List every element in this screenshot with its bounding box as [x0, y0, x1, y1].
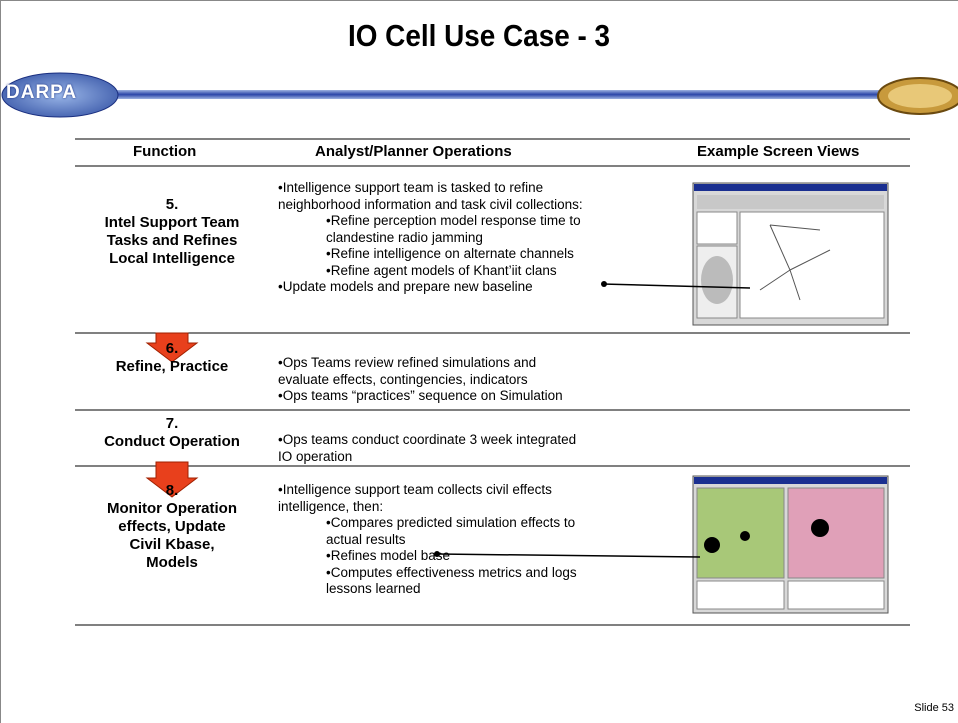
bullet-line: •Refine agent models of Khant’iit clans: [326, 262, 557, 278]
function-cell: 7. Conduct Operation: [72, 415, 272, 451]
bullet: •Refine perception model response time t…: [278, 213, 583, 246]
bullet-line: •Refines model base: [326, 548, 451, 563]
screen-view: [692, 475, 889, 614]
callout-dot: [601, 281, 607, 287]
bullet: •Compares predicted simulation effects t…: [278, 515, 577, 548]
darpa-logo: [1, 72, 119, 118]
bullet: •Ops Teams review refined simulations an…: [278, 355, 563, 388]
bullet-line: •Refine intelligence on alternate channe…: [326, 246, 574, 261]
logo-text: DARPA: [6, 82, 78, 103]
bullet-line: •Update models and prepare new baseline: [278, 279, 533, 294]
function-line: Local Intelligence: [109, 250, 235, 267]
function-line: Conduct Operation: [104, 433, 240, 450]
bullet-line: evaluate effects, contingencies, indicat…: [278, 371, 528, 387]
bullet-line: •Refine perception model response time t…: [326, 213, 581, 228]
column-header: Example Screen Views: [697, 143, 860, 160]
operations-cell: •Ops teams conduct coordinate 3 week int…: [278, 432, 576, 465]
ixo-logo-inner: [888, 84, 952, 108]
function-line: Refine, Practice: [115, 358, 229, 375]
callout: [601, 283, 751, 289]
callout-dot: [434, 551, 440, 557]
bullet: •Intelligence support team is tasked to …: [278, 180, 583, 213]
step-number: 6.: [165, 340, 179, 357]
bullet-line: IO operation: [278, 448, 353, 464]
operations-cell: •Intelligence support team is tasked to …: [278, 180, 583, 296]
bullet-line: •Intelligence support team is tasked to …: [278, 180, 544, 195]
function-line: Tasks and Refines: [106, 232, 238, 249]
bullet-line: •Ops teams conduct coordinate 3 week int…: [278, 432, 577, 447]
function-line: Monitor Operation: [107, 500, 237, 517]
function-line: Intel Support Team: [104, 214, 240, 231]
bullet-line: lessons learned: [326, 581, 421, 596]
function-line: Models: [146, 554, 198, 571]
bullet-line: neighborhood information and task civil …: [278, 196, 583, 212]
operations-cell: •Ops Teams review refined simulations an…: [278, 355, 563, 405]
bullet: •Refine intelligence on alternate channe…: [278, 246, 583, 263]
slide-number: Slide 53: [914, 702, 954, 714]
function-cell: 8. Monitor Operation effects, Update Civil …: [72, 482, 272, 572]
step-number: 5.: [165, 196, 179, 213]
bullet: •Update models and prepare new baseline: [278, 279, 583, 296]
screen-view: [692, 182, 889, 326]
bullet: •Ops teams “practices” sequence on Simul…: [278, 388, 563, 405]
header-bar: [100, 90, 880, 99]
column-header: Analyst/Planner Operations: [315, 143, 512, 160]
function-cell: 5. Intel Support Team Tasks and Refines Loc…: [72, 196, 272, 268]
step-number: 8.: [165, 482, 179, 499]
bullet: •Refines model base: [278, 548, 577, 565]
bullet: •Refine agent models of Khant’iit clans: [278, 263, 583, 280]
title: IO Cell Use Case - 3: [347, 18, 611, 53]
bullet-line: •Intelligence support team collects civi…: [278, 482, 552, 497]
bullet-line: •Computes effectiveness metrics and logs: [326, 564, 577, 580]
flow-arrow: [145, 461, 199, 498]
bullet-line: •Compares predicted simulation effects t…: [326, 515, 576, 530]
step-number: 7.: [165, 415, 179, 432]
function-cell: 6. Refine, Practice: [72, 340, 272, 376]
callout: [437, 553, 701, 558]
bullet-line: •Ops Teams review refined simulations an…: [278, 355, 537, 370]
column-header: Function: [133, 143, 197, 160]
bullet: •Intelligence support team collects civi…: [278, 482, 577, 515]
bullet-line: •Ops teams “practices” sequence on Simul…: [278, 388, 563, 403]
flow-arrow: [145, 332, 199, 363]
bullet-line: clandestine radio jamming: [326, 229, 483, 245]
operations-cell: •Intelligence support team collects civi…: [278, 482, 577, 598]
function-line: Civil Kbase,: [129, 536, 215, 553]
bullet: •Computes effectiveness metrics and logs…: [278, 565, 577, 598]
bullet-line: actual results: [326, 531, 406, 547]
bullet-line: intelligence, then:: [278, 498, 384, 514]
function-line: effects, Update: [118, 518, 226, 535]
bullet: •Ops teams conduct coordinate 3 week int…: [278, 432, 576, 465]
